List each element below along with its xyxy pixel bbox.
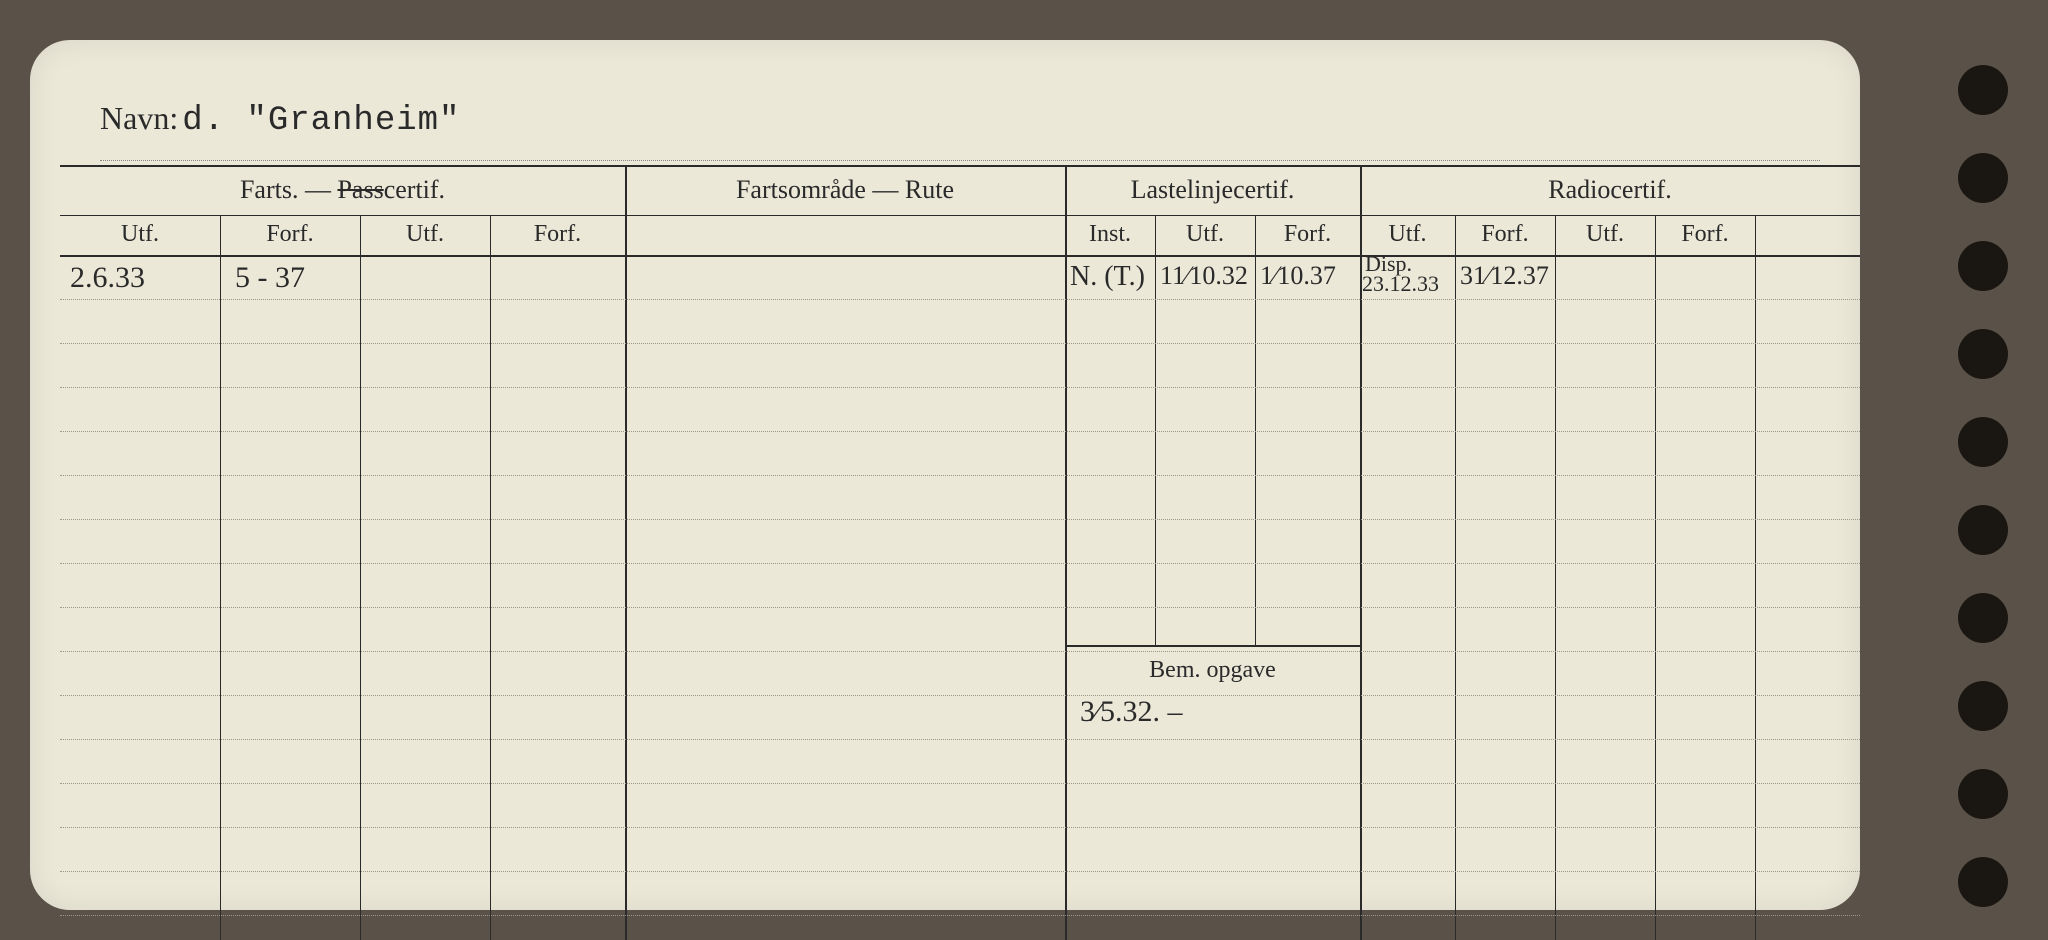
sub-radio-forf2: Forf. [1655,221,1755,248]
row-line [60,563,1860,564]
navn-row: Navn: d. "Granheim" [100,100,1820,161]
entry-radio-utf1: 23.12.33 [1362,271,1439,297]
sub-laste-forf: Forf. [1255,221,1360,248]
row-line [60,739,1860,740]
sub-farts-forf1: Forf. [220,221,360,248]
header-lastelinje: Lastelinjecertif. [1065,175,1360,205]
sub-laste-inst: Inst. [1065,221,1155,248]
row-line [60,343,1860,344]
hole-icon [1958,857,2008,907]
row-line [60,783,1860,784]
row-line [60,475,1860,476]
hole-icon [1958,505,2008,555]
navn-value: d. "Granheim" [182,102,460,140]
entry-farts-forf1: 5 - 37 [235,261,305,295]
row-line [60,431,1860,432]
header-divider-1 [60,215,1860,216]
binder-holes [1958,65,2008,907]
row-line [60,915,1860,916]
body-rows [60,255,1860,940]
header-radio: Radiocertif. [1360,175,1860,205]
hole-icon [1958,769,2008,819]
sub-laste-utf: Utf. [1155,221,1255,248]
hole-icon [1958,153,2008,203]
row-line [60,651,1860,652]
row-line [60,871,1860,872]
entry-laste-inst: N. (T.) [1070,261,1145,293]
row-line [60,607,1860,608]
hole-icon [1958,65,2008,115]
entry-laste-forf: 1⁄10.37 [1260,261,1336,291]
sub-farts-forf2: Forf. [490,221,625,248]
bem-opgave-label: Bem. opgave [1065,657,1360,684]
entry-laste-utf: 11⁄10.32 [1160,261,1248,291]
hole-icon [1958,329,2008,379]
index-card: Navn: d. "Granheim" Farts. — Passcertif.… [30,40,1860,910]
header-fartsomrade: Fartsområde — Rute [625,175,1065,205]
row-line [60,387,1860,388]
header-farts-a: Farts. — [240,175,338,204]
sub-farts-utf2: Utf. [360,221,490,248]
row-line [60,695,1860,696]
header-farts-struck: Pass [337,175,383,204]
header-farts-c: certif. [384,175,445,204]
sub-radio-utf2: Utf. [1555,221,1655,248]
sub-farts-utf1: Utf. [60,221,220,248]
row-line [60,827,1860,828]
row-line [60,299,1860,300]
entry-radio-forf1: 31⁄12.37 [1460,261,1549,291]
row-line [60,519,1860,520]
bem-opgave-divider [1065,645,1360,647]
grid: Farts. — Passcertif. Fartsområde — Rute … [60,165,1860,940]
header-farts: Farts. — Passcertif. [60,175,625,205]
sub-radio-forf1: Forf. [1455,221,1555,248]
hole-icon [1958,241,2008,291]
entry-farts-utf1: 2.6.33 [70,261,145,295]
hole-icon [1958,417,2008,467]
sub-radio-utf1: Utf. [1360,221,1455,248]
hole-icon [1958,593,2008,643]
hole-icon [1958,681,2008,731]
entry-bem-opgave: 3⁄5.32. – [1080,695,1183,729]
navn-label: Navn: [100,100,178,136]
